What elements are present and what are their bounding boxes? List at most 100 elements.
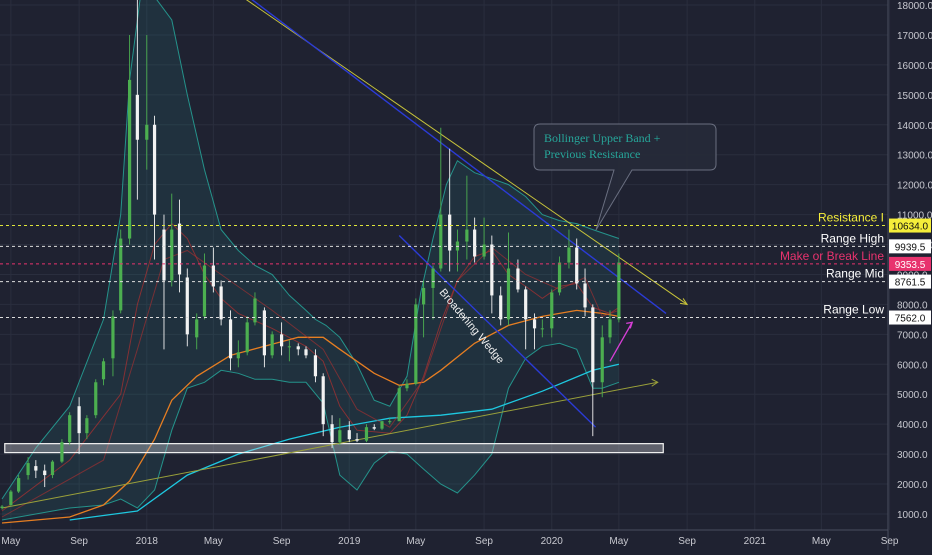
candle[interactable] bbox=[617, 253, 621, 323]
candle[interactable] bbox=[532, 313, 537, 350]
x-tick-label: May bbox=[406, 536, 425, 547]
candle[interactable] bbox=[516, 259, 520, 293]
candle[interactable] bbox=[34, 460, 38, 479]
candle[interactable] bbox=[414, 298, 418, 386]
candle[interactable] bbox=[195, 313, 199, 350]
candle[interactable] bbox=[321, 373, 325, 437]
candle[interactable] bbox=[0, 505, 4, 510]
candle[interactable] bbox=[465, 175, 469, 260]
candle-body bbox=[540, 328, 544, 330]
candle[interactable] bbox=[60, 439, 64, 464]
candle[interactable] bbox=[219, 280, 223, 326]
candle[interactable] bbox=[43, 464, 47, 488]
callout-text-line: Bollinger Upper Band + bbox=[544, 131, 661, 145]
candle[interactable] bbox=[506, 232, 511, 326]
price-value-box bbox=[889, 256, 931, 271]
candle[interactable] bbox=[228, 310, 233, 371]
y-tick-label: 16000.0 bbox=[897, 61, 932, 72]
candle[interactable] bbox=[85, 415, 89, 440]
candle[interactable] bbox=[313, 349, 318, 383]
candle[interactable] bbox=[253, 292, 257, 326]
candle[interactable] bbox=[482, 217, 486, 260]
rising-support-trendline[interactable] bbox=[1, 381, 658, 509]
candle[interactable] bbox=[540, 319, 544, 338]
candle[interactable] bbox=[245, 316, 249, 356]
candle[interactable] bbox=[211, 247, 215, 293]
projection-arrow-line[interactable] bbox=[609, 322, 633, 362]
callout[interactable]: Bollinger Upper Band + Previous Resistanc… bbox=[533, 123, 717, 231]
wedge-lower-line[interactable] bbox=[398, 235, 597, 428]
candle[interactable] bbox=[550, 289, 554, 338]
candle[interactable] bbox=[600, 325, 604, 398]
candle[interactable] bbox=[9, 490, 13, 507]
candle[interactable] bbox=[388, 418, 392, 425]
candle[interactable] bbox=[145, 34, 149, 170]
candle[interactable] bbox=[119, 229, 123, 314]
candle-body bbox=[270, 334, 274, 356]
candle[interactable] bbox=[405, 379, 409, 392]
callout-text-line: Previous Resistance bbox=[544, 147, 640, 161]
support-zone-box[interactable] bbox=[4, 443, 664, 454]
indicators bbox=[1, 0, 620, 524]
candle[interactable] bbox=[567, 229, 571, 269]
wedge-upper-line[interactable] bbox=[247, 0, 667, 314]
candle[interactable] bbox=[270, 331, 274, 359]
candle[interactable] bbox=[101, 358, 106, 386]
y-tick-label: 17000.0 bbox=[897, 31, 932, 42]
candle[interactable] bbox=[17, 475, 21, 494]
x-tick-label: May bbox=[204, 536, 223, 547]
candle[interactable] bbox=[111, 310, 115, 377]
candle[interactable] bbox=[287, 340, 291, 362]
candle[interactable] bbox=[330, 415, 334, 449]
candle-body bbox=[43, 470, 47, 476]
candle[interactable] bbox=[177, 199, 182, 293]
x-tick-label: Sep bbox=[475, 536, 493, 547]
candle[interactable] bbox=[591, 304, 595, 437]
candle[interactable] bbox=[490, 235, 494, 314]
candle[interactable] bbox=[355, 433, 359, 443]
candle[interactable] bbox=[94, 379, 98, 419]
candle[interactable] bbox=[68, 412, 72, 446]
candle[interactable] bbox=[135, 0, 139, 200]
candle[interactable] bbox=[372, 424, 376, 431]
candle-body bbox=[575, 247, 579, 284]
y-tick-label: 5000.0 bbox=[897, 390, 928, 401]
price-value-label: 10634.0 bbox=[892, 222, 929, 233]
candle[interactable] bbox=[26, 457, 30, 480]
candle[interactable] bbox=[202, 253, 207, 320]
candle[interactable] bbox=[583, 268, 587, 317]
candle[interactable] bbox=[304, 346, 308, 359]
candle[interactable] bbox=[338, 418, 342, 446]
candle[interactable] bbox=[50, 460, 55, 479]
candle[interactable] bbox=[431, 265, 435, 320]
candle[interactable] bbox=[77, 397, 81, 455]
candle-body bbox=[448, 214, 452, 251]
candle[interactable] bbox=[236, 340, 240, 368]
candle[interactable] bbox=[127, 34, 132, 245]
x-tick-label: 2020 bbox=[541, 536, 564, 547]
candle-body bbox=[101, 361, 106, 380]
candle[interactable] bbox=[608, 310, 612, 344]
candle[interactable] bbox=[279, 322, 284, 356]
candle-body bbox=[135, 94, 139, 140]
candle[interactable] bbox=[439, 127, 443, 272]
candle[interactable] bbox=[448, 148, 452, 272]
candle[interactable] bbox=[364, 424, 369, 443]
candle[interactable] bbox=[524, 286, 528, 350]
candle-body bbox=[439, 214, 443, 269]
candle[interactable] bbox=[152, 115, 157, 260]
y-tick-label: 2000.0 bbox=[897, 480, 928, 491]
candle[interactable] bbox=[422, 280, 426, 338]
candle[interactable] bbox=[397, 385, 401, 422]
candle[interactable] bbox=[557, 256, 562, 296]
candle[interactable] bbox=[380, 421, 384, 431]
candle[interactable] bbox=[170, 193, 174, 287]
candle[interactable] bbox=[499, 286, 503, 326]
candle[interactable] bbox=[296, 343, 300, 356]
candle-body bbox=[262, 310, 266, 356]
y-tick-label: 3000.0 bbox=[897, 450, 928, 461]
candle[interactable] bbox=[347, 421, 351, 443]
